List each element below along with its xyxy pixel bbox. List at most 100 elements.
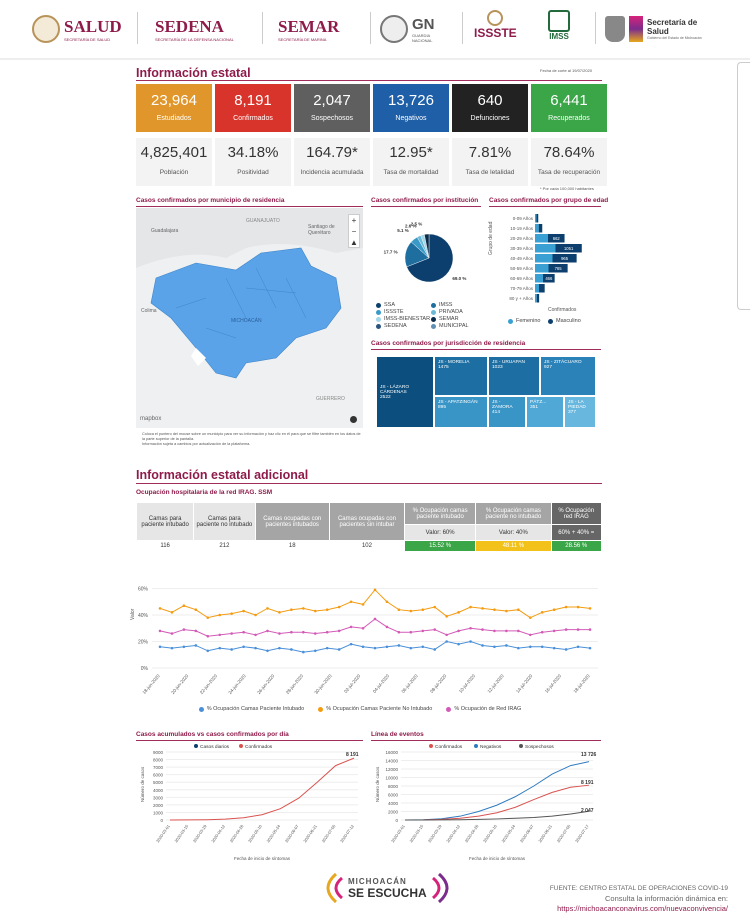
table-cell: 18: [254, 540, 330, 552]
age-data-label: 466: [545, 276, 553, 281]
stat-card-confirmados[interactable]: 8,191 Confirmados: [215, 84, 291, 132]
zoom-out-button[interactable]: −: [351, 227, 357, 236]
accumulated-cases-chart[interactable]: 9000 8000 7000 6000 5000 4000 3000 2000 1000 0 Núm…: [136, 742, 366, 864]
data-point: [540, 645, 544, 649]
table-header: Camas para paciente intubado: [135, 502, 195, 541]
data-point: [361, 626, 365, 630]
x-tick-label: 02-jul-2020: [343, 673, 362, 694]
institution-pie-chart[interactable]: 69.0 % 17.7 % 5.1 %2.6 %2.5 %: [371, 208, 483, 328]
data-point: [337, 629, 341, 633]
data-point: [170, 611, 174, 614]
table-header: % Ocupación camas paciente no intubado: [475, 502, 552, 525]
age-bar-chart[interactable]: 0-09 Años 10-19 Años 20-29 Años 662 30-39 Añ…: [489, 210, 601, 308]
gn-subtitle: GUARDIA NACIONAL: [412, 32, 433, 43]
treemap-cell[interactable]: JS - LA PIEDAD 377: [564, 396, 596, 428]
data-point: [266, 607, 269, 610]
age-tick-label: 30-39 Años: [510, 246, 534, 251]
x-tick-label: 2020-07-17: [574, 823, 590, 843]
data-point: [528, 616, 532, 619]
x-tick-label: 2020-06-21: [302, 823, 318, 843]
data-point: [218, 646, 222, 650]
data-point: [552, 608, 556, 611]
state-map[interactable]: GUANAJUATO Guadalajara Santiago de Queré…: [136, 208, 363, 428]
legend-item[interactable]: % Ocupación Camas Paciente Intubado: [198, 706, 304, 712]
source-url-link[interactable]: https://michoacanconavirus.com/nuevaconv…: [557, 904, 728, 913]
data-point: [182, 645, 186, 649]
map-label-michoacan: MICHOACÁN: [231, 318, 262, 324]
stat-card-estudiados[interactable]: 23,964 Estudiados: [136, 84, 212, 132]
zoom-in-button[interactable]: +: [351, 216, 357, 225]
sedena-subtitle: SECRETARÍA DE LA DEFENSA NACIONAL: [155, 36, 234, 42]
data-point: [409, 609, 413, 613]
issste-title: ISSSTE: [474, 26, 517, 40]
age-tick-label: 60-69 Años: [510, 276, 534, 281]
data-point: [290, 608, 293, 611]
footer-source: FUENTE: CENTRO ESTATAL DE OPERACIONES CO…: [550, 884, 728, 914]
stat-card-secondary: 4,825,401 Población: [136, 138, 212, 186]
legend-label: Casos diarios: [200, 744, 230, 750]
legend-label: Negativos: [480, 744, 502, 750]
stat-value: 164.79*: [306, 144, 358, 161]
treemap-cell[interactable]: JS - LÁZARO CÁRDENAS 2522: [376, 356, 434, 428]
data-point: [409, 630, 413, 634]
age-bar-female: [535, 264, 549, 273]
stat-label: Defunciones: [470, 115, 510, 122]
stat-card-recuperados[interactable]: 6,441 Recuperados: [531, 84, 607, 132]
map-zoom-controls[interactable]: + − ▲: [348, 214, 360, 248]
side-panel-tab[interactable]: [737, 62, 750, 310]
data-point: [588, 628, 592, 631]
sedena-title: SEDENA: [155, 16, 224, 36]
legend-item: SSA: [376, 302, 431, 308]
legend-dot: [519, 744, 523, 748]
age-bar-female: [535, 224, 539, 233]
stat-card-negativos[interactable]: 13,726 Negativos: [373, 84, 449, 132]
x-tick-label: 2020-06-07: [519, 823, 535, 843]
y-tick-label: 12000: [385, 767, 398, 772]
event-timeline-chart[interactable]: 16000 14000 12000 10000 8000 6000 4000 2000 0 Núm…: [371, 742, 603, 864]
data-point: [469, 626, 472, 630]
treemap-cell[interactable]: JS - APATZINGÁN 895: [434, 396, 488, 428]
y-axis-label: Valor: [130, 608, 136, 620]
compass-icon[interactable]: ▲: [350, 238, 358, 247]
map-note-2: Información sujeta a cambios por actuali…: [142, 442, 251, 446]
data-point: [397, 630, 401, 634]
legend-dot: [474, 744, 478, 748]
age-bar-male: [548, 264, 568, 273]
data-point: [313, 609, 317, 613]
map-label-guadalajara: Guadalajara: [151, 228, 179, 234]
treemap-cell[interactable]: PÁTZ... 351: [526, 396, 564, 428]
legend-item[interactable]: % Ocupación Camas Paciente No Intubado: [318, 706, 432, 712]
data-point: [158, 645, 162, 649]
michoacan-region[interactable]: [150, 247, 342, 379]
data-point: [206, 649, 210, 653]
jurisdiction-treemap[interactable]: JS - LÁZARO CÁRDENAS 2522 JS - MORELIA 1475…: [376, 356, 596, 428]
x-tick-label: 2020-07-05: [321, 823, 337, 843]
treemap-cell[interactable]: JS - MORELIA 1475: [434, 356, 488, 396]
data-point: [576, 645, 580, 649]
stat-label: Incidencia acumulada: [300, 169, 364, 176]
legend-item[interactable]: % Ocupación de Red IRAG: [446, 706, 521, 712]
table-cell: 60% + 40% =: [550, 524, 603, 541]
y-tick-label: 60%: [138, 587, 149, 593]
stat-card-sospechosos[interactable]: 2,047 Sospechosos: [294, 84, 370, 132]
legend-dot: [376, 323, 381, 329]
data-point: [433, 648, 437, 651]
x-tick-label: 04-jul-2020: [372, 673, 391, 694]
treemap-cell[interactable]: JS - ZITÁCUARO 927: [540, 356, 596, 396]
michoacan-brand: MICHOACÁN SE ESCUCHA: [316, 870, 459, 906]
treemap-cell[interactable]: JS - ZAMORA 414: [488, 396, 526, 428]
end-value-label: 8 191: [346, 752, 359, 758]
data-point: [158, 607, 162, 610]
treemap-cell-value: 351: [530, 405, 539, 410]
stat-value: 4,825,401: [140, 144, 208, 161]
stat-card-defunciones[interactable]: 640 Defunciones: [452, 84, 528, 132]
irag-occupancy-chart[interactable]: 60% 40% 20% 0% Valor 18-jun-2020 20-jun-2020 22…: [128, 556, 606, 716]
acum-title: Casos acumulados vs casos confirmados po…: [136, 731, 289, 738]
legend-label: SEMAR: [439, 316, 459, 322]
stat-card-secondary: 34.18% Positividad: [215, 138, 291, 186]
signal-waves-icon: [326, 872, 344, 904]
info-icon[interactable]: [350, 416, 357, 423]
treemap-cell[interactable]: JS - URUAPAN 1023: [488, 356, 540, 396]
legend-label: Femenino: [516, 318, 541, 324]
data-point: [373, 588, 377, 592]
